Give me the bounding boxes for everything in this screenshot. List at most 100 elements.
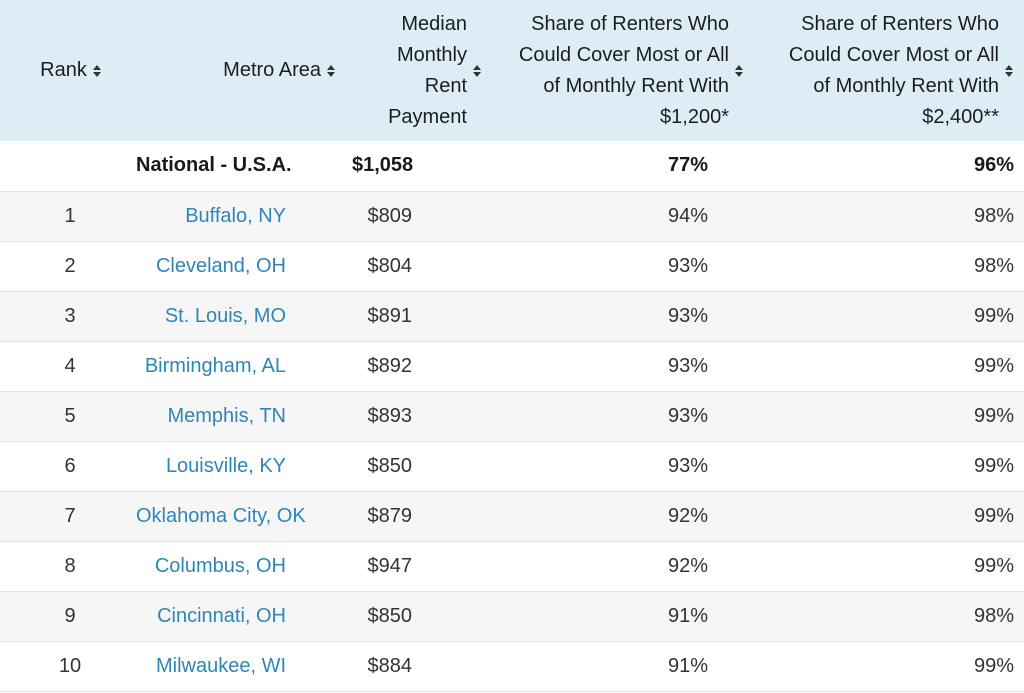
table-row: 2 Cleveland, OH $804 93% 98% [0,241,1024,291]
metro-cell: Birmingham, AL [136,341,352,391]
share-2400-cell: 99% [973,654,1014,677]
rank-cell: 9 [64,604,76,627]
table-row: 1 Buffalo, NY $809 94% 98% [0,191,1024,241]
share-2400-cell: 99% [973,354,1014,377]
sort-icon[interactable] [92,63,102,79]
metro-link[interactable]: Milwaukee, WI [155,654,286,677]
rank-cell: 2 [64,254,76,277]
header-line: of Monthly Rent With [813,74,999,97]
metro-link[interactable]: Oklahoma City, OK [136,504,306,527]
metro-link[interactable]: Louisville, KY [165,454,286,477]
header-line: Share of Renters Who [801,12,999,35]
metro-link[interactable]: Columbus, OH [154,554,286,577]
share-1200-cell: 93% [667,304,708,327]
table-row: 7 Oklahoma City, OK $879 92% 99% [0,491,1024,541]
header-label: Rank [40,59,87,81]
sort-icon[interactable] [1004,63,1014,79]
metro-link[interactable]: Birmingham, AL [144,354,286,377]
rank-cell: 3 [64,304,76,327]
rank-cell [0,141,136,191]
median-rent-column-header[interactable]: Median Monthly Rent Payment [352,0,492,141]
share-1200-cell: 92% [667,504,708,527]
rent-cell: $884 [367,654,413,677]
rent-cell: $893 [367,404,413,427]
header-line: Share of Renters Who [531,12,729,35]
rent-cell: $1,058 [352,154,414,177]
rent-cell: $809 [367,204,413,227]
rent-cell: $891 [367,304,413,327]
share-1200-cell: 94% [667,204,708,227]
header-line: $1,200* [660,105,729,128]
metro-link[interactable]: St. Louis, MO [164,304,286,327]
rank-cell: 1 [64,204,76,227]
rank-cell: 7 [64,504,76,527]
rank-cell: 5 [64,404,76,427]
metro-cell: Milwaukee, WI [136,641,352,691]
share-1200-cell: 91% [667,654,708,677]
metro-cell: Columbus, OH [136,541,352,591]
sort-icon[interactable] [734,63,744,79]
rent-cell: $850 [367,454,413,477]
share-1200-cell: 93% [667,354,708,377]
share-1200-cell: 93% [667,254,708,277]
header-label: Median Monthly Rent Payment [367,9,467,133]
metro-cell: Louisville, KY [136,441,352,491]
header-line: Could Cover Most or All [788,43,999,66]
share-2400-cell: 99% [973,554,1014,577]
share-1200-cell: 91% [667,604,708,627]
table-row: 5 Memphis, TN $893 93% 99% [0,391,1024,441]
rent-cell: $879 [367,504,413,527]
table-row: 8 Columbus, OH $947 92% 99% [0,541,1024,591]
table-row: 10 Milwaukee, WI $884 91% 99% [0,641,1024,691]
rent-cell: $850 [367,604,413,627]
table-body: National - U.S.A. $1,058 77% 96% 1 Buffa… [0,141,1024,691]
rank-cell: 8 [64,554,76,577]
national-row: National - U.S.A. $1,058 77% 96% [0,141,1024,191]
share-2400-column-header[interactable]: Share of Renters Who Could Cover Most or… [754,0,1024,141]
sort-icon[interactable] [326,63,336,79]
header-row: Rank Metro Area Median Monthly Rent Paym… [0,0,1024,141]
share-2400-cell: 99% [973,454,1014,477]
metro-link[interactable]: Buffalo, NY [185,204,286,227]
share-1200-column-header[interactable]: Share of Renters Who Could Cover Most or… [492,0,754,141]
metro-cell: Memphis, TN [136,391,352,441]
metro-cell: Cincinnati, OH [136,591,352,641]
metro-cell: Buffalo, NY [136,191,352,241]
rank-cell: 6 [64,454,76,477]
rank-column-header[interactable]: Rank [0,0,136,141]
table-row: 9 Cincinnati, OH $850 91% 98% [0,591,1024,641]
header-line: Rent [424,74,467,97]
header-line: Median [401,12,467,35]
share-2400-cell: 96% [973,154,1014,177]
metro-cell: Cleveland, OH [136,241,352,291]
share-1200-cell: 92% [667,554,708,577]
header-line: of Monthly Rent With [543,74,729,97]
header-label: Share of Renters Who Could Cover Most or… [499,9,729,133]
rank-cell: 10 [58,654,82,677]
share-2400-cell: 98% [973,254,1014,277]
share-2400-cell: 98% [973,204,1014,227]
share-1200-cell: 93% [667,404,708,427]
metro-cell: St. Louis, MO [136,291,352,341]
sort-icon[interactable] [472,63,482,79]
table-row: 3 St. Louis, MO $891 93% 99% [0,291,1024,341]
metro-area-column-header[interactable]: Metro Area [136,0,352,141]
rank-cell: 4 [64,354,76,377]
header-label: Share of Renters Who Could Cover Most or… [759,9,999,133]
metro-link[interactable]: Memphis, TN [167,404,286,427]
metro-link[interactable]: Cleveland, OH [155,254,286,277]
share-2400-cell: 99% [973,404,1014,427]
header-line: Monthly [396,43,467,66]
metro-cell: Oklahoma City, OK [136,491,352,541]
share-2400-cell: 99% [973,504,1014,527]
header-line: $2,400** [922,105,999,128]
rent-cell: $804 [367,254,413,277]
share-2400-cell: 99% [973,304,1014,327]
metro-cell: National - U.S.A. [136,154,292,177]
header-line: Payment [388,105,467,128]
rent-cell: $892 [367,354,413,377]
metro-link[interactable]: Cincinnati, OH [157,604,286,627]
share-2400-cell: 98% [973,604,1014,627]
header-line: Could Cover Most or All [518,43,729,66]
